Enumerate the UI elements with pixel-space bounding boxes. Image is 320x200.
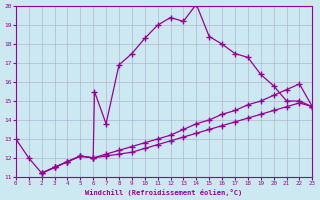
X-axis label: Windchill (Refroidissement éolien,°C): Windchill (Refroidissement éolien,°C) <box>85 189 243 196</box>
